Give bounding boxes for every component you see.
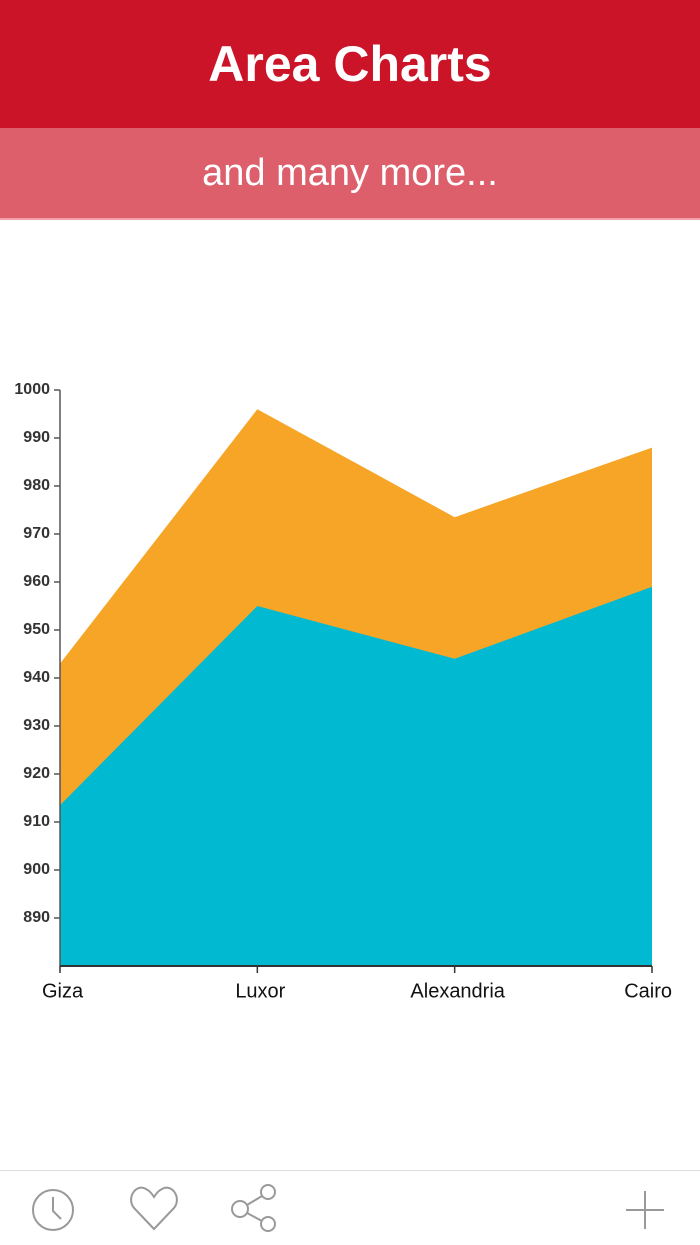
y-tick-label: 890 (23, 909, 50, 926)
y-tick-label: 990 (23, 429, 50, 446)
header-title: Area Charts (0, 0, 700, 128)
header-subtitle: and many more... (0, 128, 700, 220)
y-tick-label: 1000 (14, 381, 50, 398)
x-tick-label: Luxor (235, 980, 285, 1002)
x-tick-label: Alexandria (410, 980, 505, 1002)
bottom-bar (0, 1170, 700, 1245)
share-icon[interactable] (226, 1171, 278, 1245)
favorite-icon[interactable] (128, 1171, 180, 1245)
y-tick-label: 950 (23, 621, 50, 638)
area (60, 586, 652, 966)
y-tick-label: 900 (23, 861, 50, 878)
history-icon[interactable] (28, 1171, 78, 1245)
x-tick-label: Cairo (624, 980, 672, 1002)
y-tick-label: 970 (23, 525, 50, 542)
x-tick-label: Giza (42, 980, 84, 1002)
y-tick-label: 980 (23, 477, 50, 494)
y-tick-label: 920 (23, 765, 50, 782)
y-tick-label: 960 (23, 573, 50, 590)
y-tick-label: 940 (23, 669, 50, 686)
y-tick-label: 910 (23, 813, 50, 830)
chart: 890 900 910 920 930 940 950 960 970 980 990 1000 Giz… (14, 381, 672, 1002)
add-icon[interactable] (622, 1171, 668, 1245)
y-tick-label: 930 (23, 717, 50, 734)
